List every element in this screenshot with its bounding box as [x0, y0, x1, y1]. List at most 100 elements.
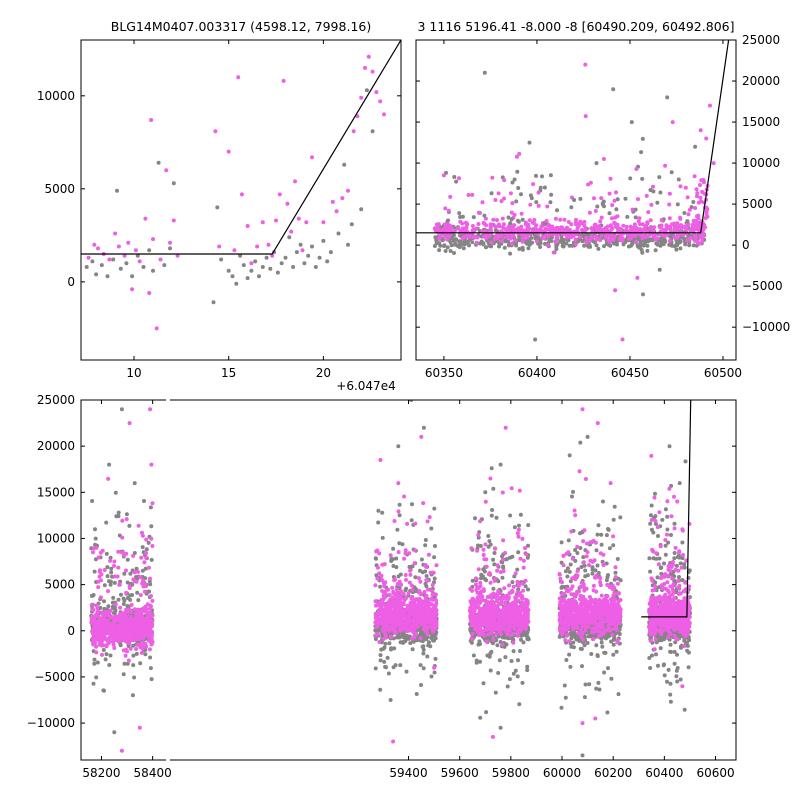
magenta-point: [402, 556, 407, 561]
gray-point: [526, 523, 531, 528]
magenta-point: [132, 636, 137, 641]
magenta-point: [685, 238, 690, 243]
magenta-point: [432, 226, 437, 231]
magenta-point: [574, 217, 578, 222]
gray-point: [484, 578, 489, 583]
magenta-point: [499, 229, 504, 234]
y-tick-label: −10000: [742, 320, 790, 334]
magenta-point: [484, 557, 489, 562]
magenta-point: [499, 233, 504, 238]
magenta-point: [102, 632, 107, 637]
magenta-point: [321, 220, 326, 225]
magenta-point: [128, 630, 133, 635]
gray-point: [510, 580, 515, 585]
magenta-point: [148, 634, 153, 639]
top-left-model-line: [81, 40, 401, 255]
magenta-point: [433, 592, 438, 597]
magenta-point: [612, 220, 617, 225]
gray-point: [523, 584, 528, 589]
y-tick-label: 5000: [742, 197, 773, 211]
magenta-point: [647, 233, 652, 238]
magenta-point: [122, 253, 127, 258]
magenta-point: [598, 238, 603, 243]
magenta-point: [293, 179, 297, 184]
magenta-point: [611, 237, 616, 242]
magenta-point: [534, 239, 539, 244]
gray-point: [135, 253, 140, 258]
gray-point: [481, 681, 486, 686]
magenta-point: [491, 637, 496, 642]
gray-point: [102, 599, 106, 604]
magenta-point: [695, 239, 700, 244]
gray-point: [427, 640, 431, 645]
gray-point: [382, 645, 387, 650]
gray-point: [512, 177, 517, 182]
magenta-point: [135, 621, 140, 626]
gray-point: [162, 263, 167, 268]
magenta-point: [488, 228, 493, 233]
gray-point: [387, 641, 392, 646]
gray-point: [669, 170, 674, 175]
magenta-point: [469, 546, 474, 551]
magenta-point: [618, 233, 623, 238]
gray-point: [479, 572, 484, 577]
magenta-point: [511, 640, 516, 645]
magenta-point: [134, 647, 139, 651]
gray-point: [397, 541, 402, 546]
magenta-point: [289, 229, 294, 234]
magenta-point: [513, 571, 518, 576]
magenta-point: [171, 218, 176, 223]
magenta-point: [116, 623, 121, 628]
gray-point: [325, 259, 330, 264]
magenta-point: [512, 212, 517, 217]
magenta-point: [696, 216, 701, 221]
gray-point: [264, 255, 269, 260]
magenta-point: [640, 222, 645, 227]
magenta-point: [373, 611, 378, 616]
gray-point: [520, 247, 525, 252]
gray-point: [639, 248, 644, 252]
gray-point: [640, 176, 645, 181]
gray-point: [287, 235, 292, 240]
magenta-point: [490, 606, 495, 611]
magenta-point: [310, 155, 314, 160]
magenta-point: [612, 198, 617, 203]
gray-point: [411, 639, 416, 644]
gray-point: [513, 668, 518, 673]
magenta-point: [673, 225, 678, 230]
magenta-point: [375, 632, 380, 637]
gray-point: [125, 604, 130, 608]
magenta-point: [403, 548, 408, 553]
gray-point: [506, 215, 511, 220]
magenta-point: [605, 224, 610, 229]
gray-point: [505, 684, 510, 689]
gray-point: [489, 466, 494, 471]
gray-point: [538, 245, 543, 249]
gray-point: [691, 200, 696, 204]
magenta-point: [410, 605, 415, 610]
magenta-point: [513, 619, 518, 624]
magenta-point: [434, 601, 439, 606]
gray-point: [148, 666, 153, 671]
magenta-point: [695, 191, 700, 196]
gray-point: [125, 596, 130, 600]
magenta-point: [116, 565, 121, 570]
gray-point: [391, 546, 396, 551]
gray-point: [394, 556, 399, 561]
magenta-point: [378, 600, 383, 605]
gray-point: [132, 675, 137, 680]
magenta-point: [381, 608, 386, 613]
magenta-point: [490, 175, 495, 180]
magenta-point: [409, 596, 414, 601]
magenta-point: [604, 233, 609, 238]
gray-point: [517, 702, 522, 707]
magenta-point: [387, 611, 391, 616]
magenta-point: [400, 622, 404, 627]
gray-point: [459, 242, 464, 247]
gray-point: [645, 248, 650, 253]
x-tick-label: 60450: [611, 366, 649, 380]
magenta-point: [145, 602, 150, 607]
magenta-point: [117, 582, 122, 587]
gray-point: [471, 215, 476, 220]
magenta-point: [97, 617, 102, 622]
